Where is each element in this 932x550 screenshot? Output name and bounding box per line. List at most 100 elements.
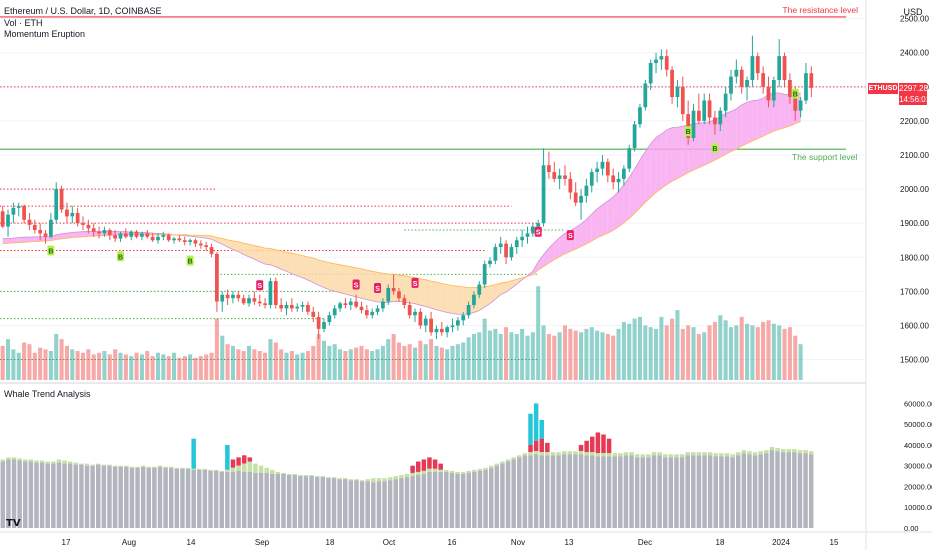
- ribbon-segment: [88, 231, 94, 237]
- ribbon-segment: [61, 233, 67, 239]
- indicator-legend[interactable]: Momentum Eruption: [4, 29, 86, 39]
- ribbon-segment: [227, 239, 233, 250]
- candle-body: [241, 298, 246, 304]
- whale-green-bar: [634, 454, 640, 458]
- ribbon-segment: [8, 238, 14, 244]
- whale-green-bar: [174, 467, 180, 469]
- subpanel-tick-label: 20000.00: [904, 482, 932, 491]
- volume-bar: [102, 351, 107, 380]
- candle-body: [761, 73, 765, 87]
- whale-base-bar: [595, 456, 601, 528]
- whale-green-bar: [629, 452, 634, 456]
- candle-body: [739, 69, 744, 87]
- whale-green-bar: [331, 477, 337, 479]
- candle-body: [268, 281, 273, 305]
- whale-green-bar: [797, 450, 803, 454]
- whale-base-bar: [797, 453, 803, 528]
- whale-green-bar: [488, 465, 494, 468]
- volume-bar: [27, 344, 32, 380]
- whale-base-bar: [634, 457, 640, 528]
- volume-bar: [348, 349, 353, 380]
- whale-green-bar: [601, 453, 606, 457]
- buy-signal-text: B: [793, 92, 798, 99]
- time-tick-label: Nov: [511, 538, 525, 547]
- tradingview-logo-icon[interactable]: 𝗧𝗩: [6, 518, 21, 529]
- candle-body: [16, 206, 21, 208]
- whale-base-bar: [387, 480, 393, 528]
- candle-body: [236, 294, 241, 299]
- ribbon-segment: [709, 119, 715, 163]
- ribbon-segment: [425, 279, 432, 309]
- whale-green-bar: [213, 469, 219, 471]
- ribbon-segment: [40, 236, 46, 242]
- ribbon-segment: [623, 177, 630, 223]
- volume-bars: [0, 286, 803, 380]
- whale-base-bar: [578, 454, 584, 528]
- subpanel-axis[interactable]: 60000.00 50000.00 40000.00 30000.00 20000.00…: [904, 399, 932, 533]
- volume-bar: [359, 345, 364, 380]
- ribbon-segment: [232, 240, 239, 252]
- whale-green-bar: [163, 466, 168, 468]
- whale-base-bar: [775, 451, 780, 528]
- time-axis[interactable]: 17 Aug 14 Sep 18 Oct 16 Nov 13 Dec 18 2024 15: [62, 538, 839, 547]
- volume-bar: [498, 333, 503, 380]
- whale-base-bar: [208, 470, 213, 528]
- volume-bar: [477, 332, 482, 380]
- whale-green-bar: [320, 476, 326, 478]
- volume-bar: [241, 351, 246, 380]
- whale-base-bar: [494, 465, 500, 528]
- volume-legend[interactable]: Vol · ETH: [4, 18, 43, 28]
- volume-bar: [793, 335, 798, 380]
- currency-button[interactable]: USD: [903, 7, 923, 17]
- candle-body: [498, 243, 503, 248]
- volume-bar: [664, 325, 669, 380]
- candle-body: [466, 305, 471, 316]
- candle-body: [306, 305, 310, 312]
- whale-green-bar: [140, 465, 146, 467]
- ribbon-segment: [420, 278, 426, 307]
- candle-body: [0, 211, 5, 227]
- symbol-legend[interactable]: Ethereum / U.S. Dollar, 1D, COINBASE: [4, 6, 162, 16]
- whale-green-bar: [247, 461, 253, 472]
- candle-body: [375, 308, 380, 312]
- candle-body: [65, 209, 69, 217]
- whale-green-bar: [758, 451, 763, 455]
- volume-bar: [161, 354, 166, 380]
- sell-signal-text: S: [375, 286, 380, 293]
- whale-green-bar: [483, 467, 488, 470]
- ribbon-segment: [56, 233, 62, 240]
- time-tick-label: 13: [565, 538, 574, 547]
- ribbon-segment: [66, 232, 73, 239]
- volume-bar: [745, 323, 750, 380]
- volume-bar: [728, 327, 734, 380]
- volume-bar: [632, 318, 637, 380]
- ribbon-segment: [29, 236, 35, 242]
- price-axis[interactable]: 2500.002400.002300.002200.002100.002000.…: [900, 15, 929, 365]
- whale-base-bar: [298, 476, 303, 528]
- whale-green-bar: [191, 468, 196, 470]
- volume-bar: [343, 351, 348, 380]
- ribbon-segment: [581, 219, 587, 247]
- candle-body: [182, 240, 187, 242]
- whale-green-bar: [107, 464, 112, 466]
- ribbon-segment: [495, 283, 501, 300]
- candle-body: [354, 301, 358, 307]
- whale-red-bar: [421, 459, 427, 471]
- volume-bar: [696, 333, 701, 380]
- volume-bar: [188, 354, 193, 380]
- ribbon-segment: [639, 151, 646, 208]
- ribbon-segment: [511, 279, 517, 289]
- subpanel-title[interactable]: Whale Trend Analysis: [4, 389, 91, 399]
- candle-body: [97, 231, 101, 234]
- whale-green-bar: [309, 475, 314, 477]
- ribbon-segment: [431, 281, 437, 310]
- ribbon-segment: [323, 261, 330, 290]
- whale-base-bar: [747, 454, 752, 528]
- whale-green-bar: [724, 453, 730, 457]
- whale-green-bar: [168, 466, 174, 468]
- ribbon-segment: [318, 260, 324, 288]
- whale-green-bar: [152, 466, 157, 468]
- whale-base-bar: [511, 459, 516, 528]
- whale-green-bar: [236, 465, 241, 471]
